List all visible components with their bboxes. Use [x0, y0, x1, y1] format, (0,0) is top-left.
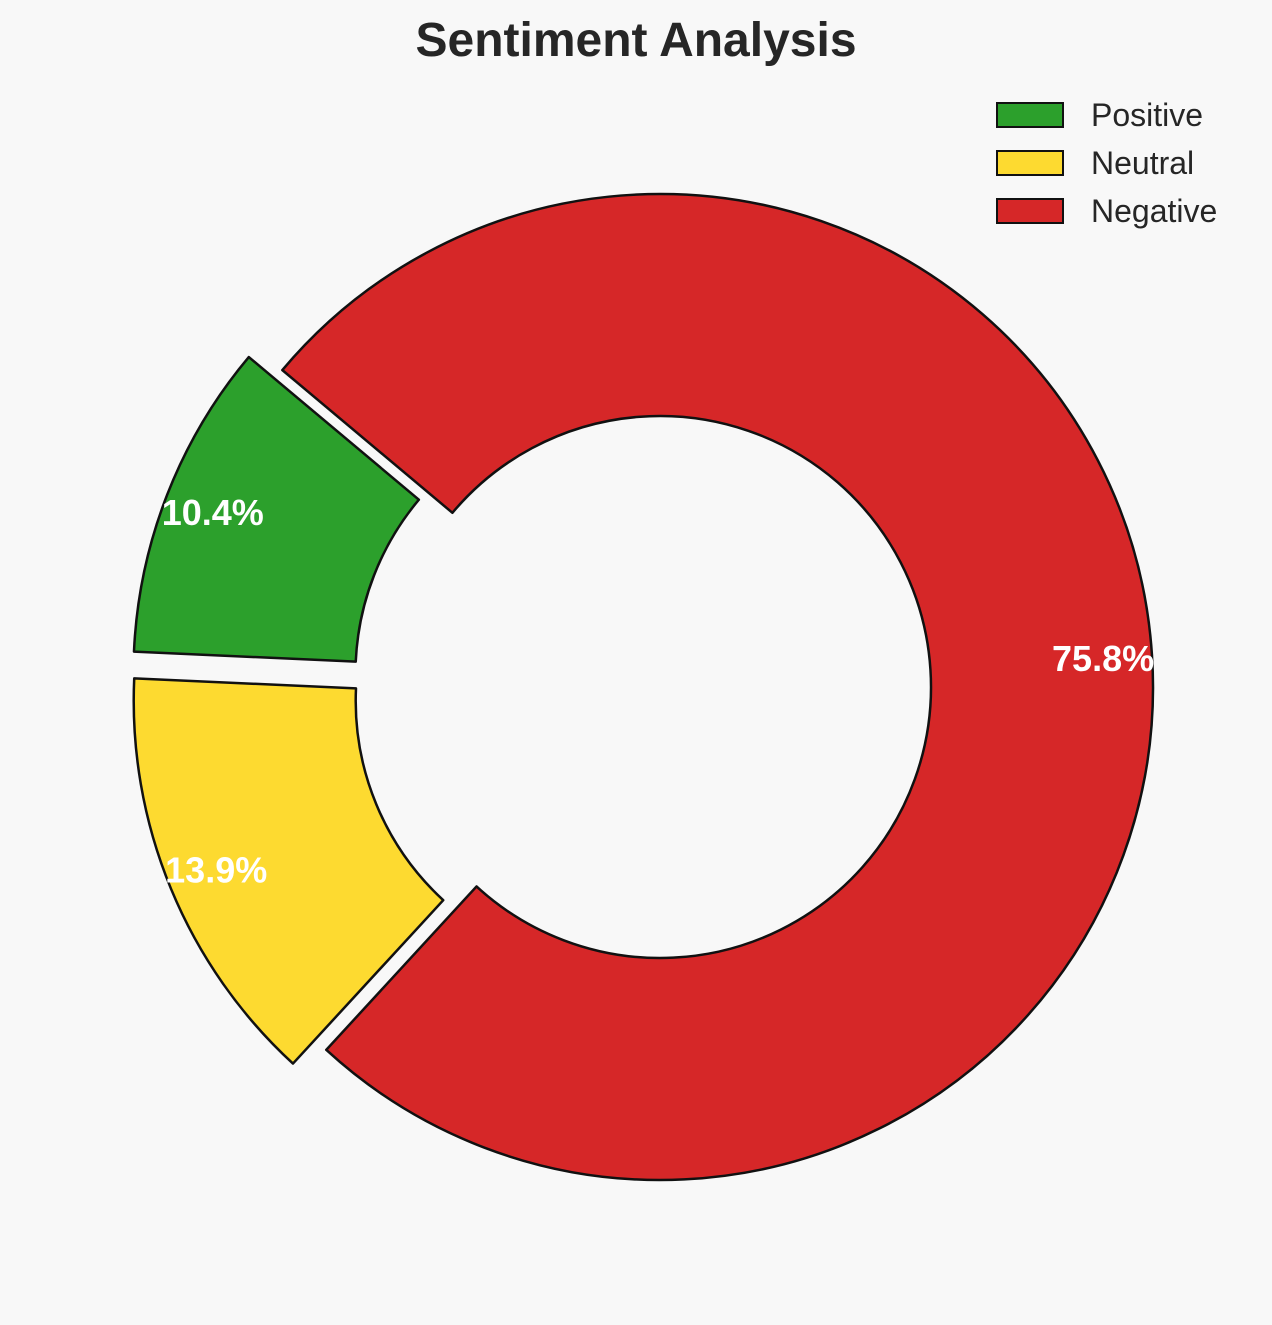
chart-title: Sentiment Analysis: [415, 14, 856, 67]
legend-label-positive: Positive: [1091, 97, 1203, 133]
slice-positive: [132, 355, 421, 663]
legend-label-negative: Negative: [1091, 193, 1217, 229]
slice-label-neutral: 13.9%: [165, 849, 267, 890]
donut-slices: [132, 192, 1155, 1182]
legend-swatch-positive: [996, 102, 1064, 128]
slice-label-positive: 10.4%: [162, 492, 264, 533]
slice-labels: 10.4% 13.9% 75.8%: [162, 492, 1154, 890]
legend: Positive Neutral Negative: [996, 97, 1217, 229]
slice-neutral: [132, 677, 445, 1065]
slice-negative: [281, 192, 1155, 1182]
legend-label-neutral: Neutral: [1091, 145, 1194, 181]
slice-label-negative: 75.8%: [1052, 638, 1154, 679]
legend-swatch-negative: [996, 198, 1064, 224]
legend-swatch-neutral: [996, 150, 1064, 176]
